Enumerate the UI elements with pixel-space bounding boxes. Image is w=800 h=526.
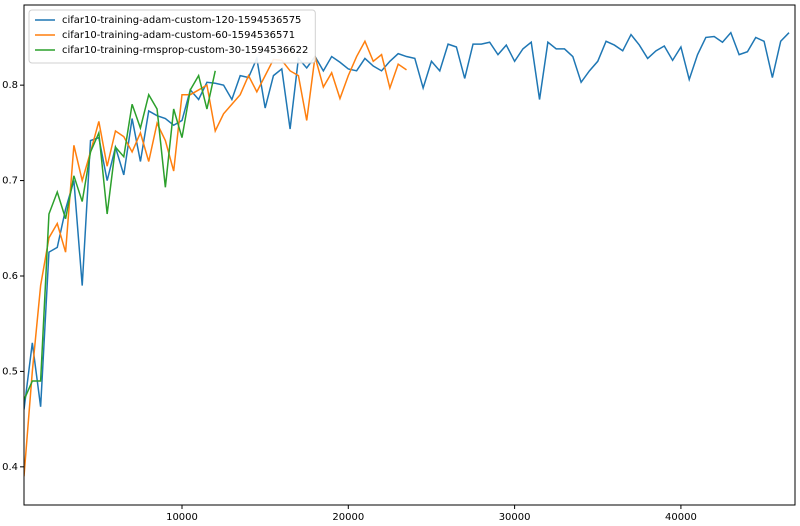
series-line xyxy=(24,70,216,401)
series-line xyxy=(24,39,407,477)
y-tick-label: 0.6 xyxy=(2,271,18,282)
y-tick-label: 0.5 xyxy=(2,366,18,377)
plot-frame xyxy=(23,4,796,506)
x-tick-label: 30000 xyxy=(499,512,531,523)
y-tick-label: 0.4 xyxy=(2,462,18,473)
legend-label: cifar10-training-adam-custom-120-1594536… xyxy=(62,15,301,26)
series-line xyxy=(24,31,790,410)
legend-label: cifar10-training-adam-custom-60-15945365… xyxy=(62,30,295,41)
legend-label: cifar10-training-rmsprop-custom-30-15945… xyxy=(62,45,308,56)
legend: cifar10-training-adam-custom-120-1594536… xyxy=(28,9,316,64)
x-tick-label: 10000 xyxy=(166,512,198,523)
y-tick-label: 0.7 xyxy=(2,176,18,187)
y-tick-label: 0.8 xyxy=(2,80,18,91)
x-tick-label: 40000 xyxy=(665,512,697,523)
x-tick-label: 20000 xyxy=(332,512,364,523)
legend-box xyxy=(28,9,316,64)
